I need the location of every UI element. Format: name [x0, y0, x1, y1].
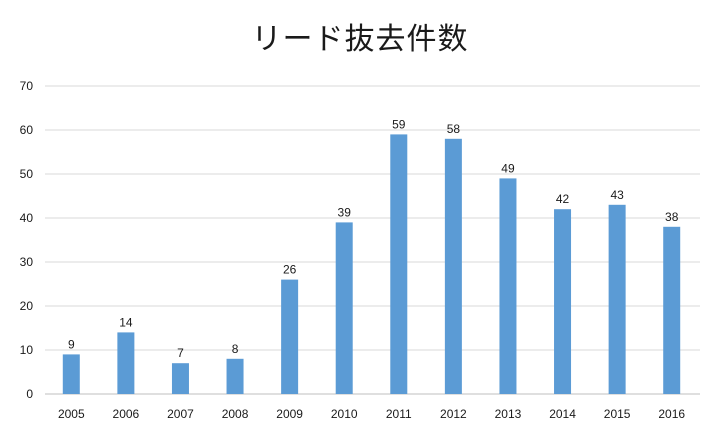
- x-tick-label: 2012: [440, 407, 467, 421]
- x-tick-label: 2016: [658, 407, 685, 421]
- bar: [62, 354, 80, 394]
- y-tick-label: 20: [20, 299, 34, 313]
- bar: [226, 358, 244, 394]
- x-tick-label: 2009: [276, 407, 303, 421]
- y-tick-label: 40: [20, 211, 34, 225]
- y-tick-label: 60: [20, 123, 34, 137]
- data-label: 42: [556, 192, 570, 206]
- data-label: 9: [68, 337, 75, 351]
- y-tick-label: 70: [20, 79, 34, 93]
- data-label: 49: [501, 161, 515, 175]
- data-label: 39: [338, 205, 352, 219]
- x-tick-label: 2010: [331, 407, 358, 421]
- bar: [117, 332, 135, 394]
- bar: [663, 226, 681, 394]
- bar: [608, 204, 626, 394]
- data-labels: 9 14 7 8 26 39 59 58 49 42 43 38: [68, 117, 679, 360]
- bar: [499, 178, 517, 394]
- data-label: 38: [665, 210, 679, 224]
- bar: [335, 222, 353, 394]
- data-label: 59: [392, 117, 406, 131]
- y-axis-ticks: 0 10 20 30 40 50 60 70: [20, 79, 34, 401]
- data-label: 7: [177, 346, 184, 360]
- x-tick-label: 2008: [222, 407, 249, 421]
- y-tick-label: 10: [20, 343, 34, 357]
- data-label: 14: [119, 315, 133, 329]
- data-label: 8: [232, 342, 239, 356]
- gridlines: [45, 85, 700, 395]
- x-tick-label: 2005: [58, 407, 85, 421]
- chart-title: リード抜去件数: [251, 22, 469, 57]
- bars: [62, 134, 681, 394]
- y-tick-label: 50: [20, 167, 34, 181]
- data-label: 43: [610, 188, 624, 202]
- y-tick-label: 30: [20, 255, 34, 269]
- x-tick-label: 2015: [604, 407, 631, 421]
- bar: [554, 209, 572, 394]
- x-tick-label: 2006: [113, 407, 140, 421]
- bar: [390, 134, 408, 394]
- data-label: 26: [283, 263, 297, 277]
- x-tick-label: 2011: [386, 407, 412, 421]
- bar: [171, 363, 189, 394]
- y-tick-label: 0: [26, 387, 33, 401]
- x-tick-label: 2013: [495, 407, 522, 421]
- bar: [281, 279, 299, 394]
- x-tick-label: 2014: [549, 407, 576, 421]
- bar: [444, 138, 462, 394]
- x-tick-label: 2007: [167, 407, 194, 421]
- data-label: 58: [447, 122, 461, 136]
- x-axis-ticks: 2005 2006 2007 2008 2009 2010 2011 2012 2013 2014…: [58, 407, 685, 421]
